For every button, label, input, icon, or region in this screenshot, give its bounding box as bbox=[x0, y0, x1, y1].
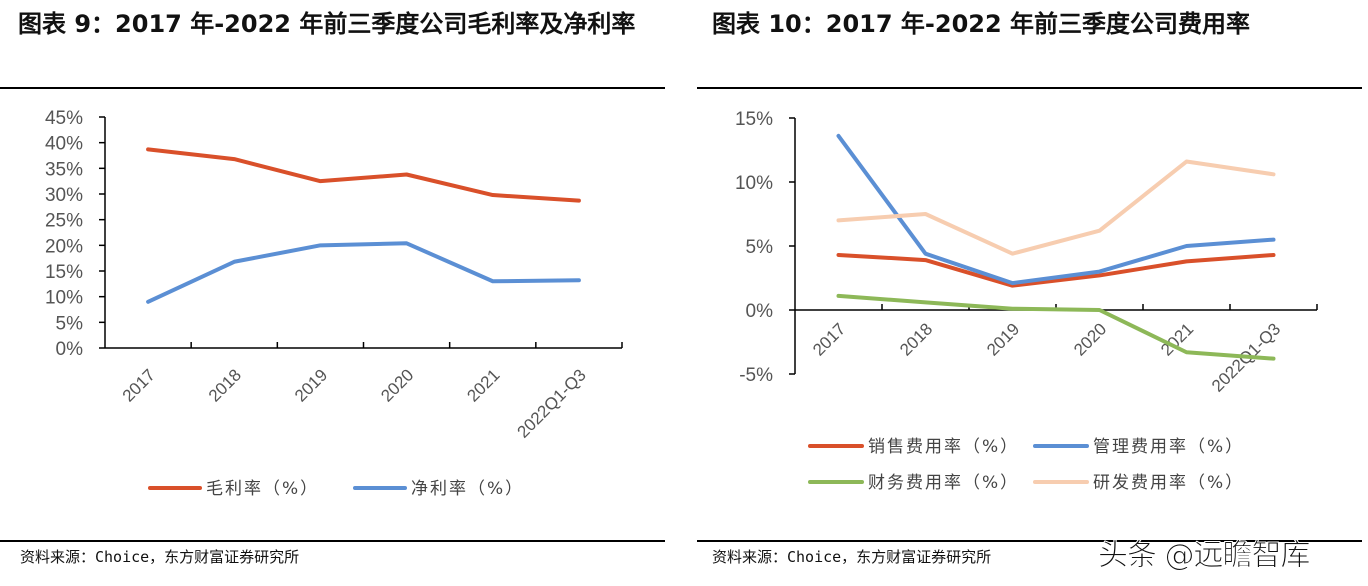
x-tick-label: 2017 bbox=[809, 319, 849, 359]
y-tick-label: 10% bbox=[735, 173, 773, 194]
x-tick-label: 2020 bbox=[1070, 319, 1110, 359]
y-tick-label: 0% bbox=[56, 339, 84, 360]
series-line bbox=[146, 241, 581, 304]
y-tick-label: 15% bbox=[45, 262, 83, 283]
y-tick-label: 35% bbox=[45, 159, 83, 180]
y-tick-label: 45% bbox=[45, 108, 83, 129]
right-source-note: 资料来源：Choice，东方财富证券研究所 bbox=[712, 548, 992, 566]
x-tick-label: 2018 bbox=[896, 319, 936, 359]
right-bottom-rule bbox=[697, 540, 1362, 542]
x-tick-label: 2020 bbox=[377, 365, 417, 405]
watermark: 头条 @远瞻智库 bbox=[1098, 538, 1312, 574]
legend-label: 净利率（%） bbox=[411, 479, 524, 499]
x-tick-label: 2017 bbox=[119, 365, 159, 405]
x-tick-label: 2022Q1-Q3 bbox=[513, 365, 589, 441]
left-source-note: 资料来源：Choice，东方财富证券研究所 bbox=[20, 548, 300, 566]
y-tick-label: 10% bbox=[45, 288, 83, 309]
left-chart-title: 图表 9：2017 年-2022 年前三季度公司毛利率及净利率 bbox=[18, 10, 636, 38]
legend-label: 销售费用率（%） bbox=[868, 437, 1019, 457]
y-tick-label: -5% bbox=[739, 365, 773, 386]
series-line bbox=[836, 252, 1276, 288]
series-line bbox=[836, 159, 1276, 256]
left-top-rule bbox=[0, 87, 665, 89]
y-tick-label: 20% bbox=[45, 236, 83, 257]
y-tick-label: 15% bbox=[735, 109, 773, 130]
y-tick-label: 25% bbox=[45, 211, 83, 232]
right-top-rule bbox=[697, 87, 1362, 89]
y-tick-label: 30% bbox=[45, 185, 83, 206]
x-tick-label: 2021 bbox=[463, 365, 503, 405]
y-tick-label: 5% bbox=[746, 237, 774, 258]
legend-label: 财务费用率（%） bbox=[868, 473, 1019, 493]
series-line bbox=[146, 147, 581, 203]
legend-label: 毛利率（%） bbox=[206, 479, 319, 499]
x-tick-label: 2019 bbox=[291, 365, 331, 405]
y-tick-label: 0% bbox=[746, 301, 774, 322]
x-tick-label: 2018 bbox=[205, 365, 245, 405]
left-bottom-rule bbox=[0, 540, 665, 542]
right-chart-title: 图表 10：2017 年-2022 年前三季度公司费用率 bbox=[712, 10, 1251, 38]
x-tick-label: 2019 bbox=[983, 319, 1023, 359]
legend-label: 管理费用率（%） bbox=[1093, 437, 1244, 457]
y-tick-label: 40% bbox=[45, 134, 83, 155]
series-line bbox=[836, 293, 1276, 361]
y-tick-label: 5% bbox=[56, 313, 84, 334]
series-line bbox=[836, 133, 1276, 286]
legend-label: 研发费用率（%） bbox=[1093, 473, 1244, 493]
